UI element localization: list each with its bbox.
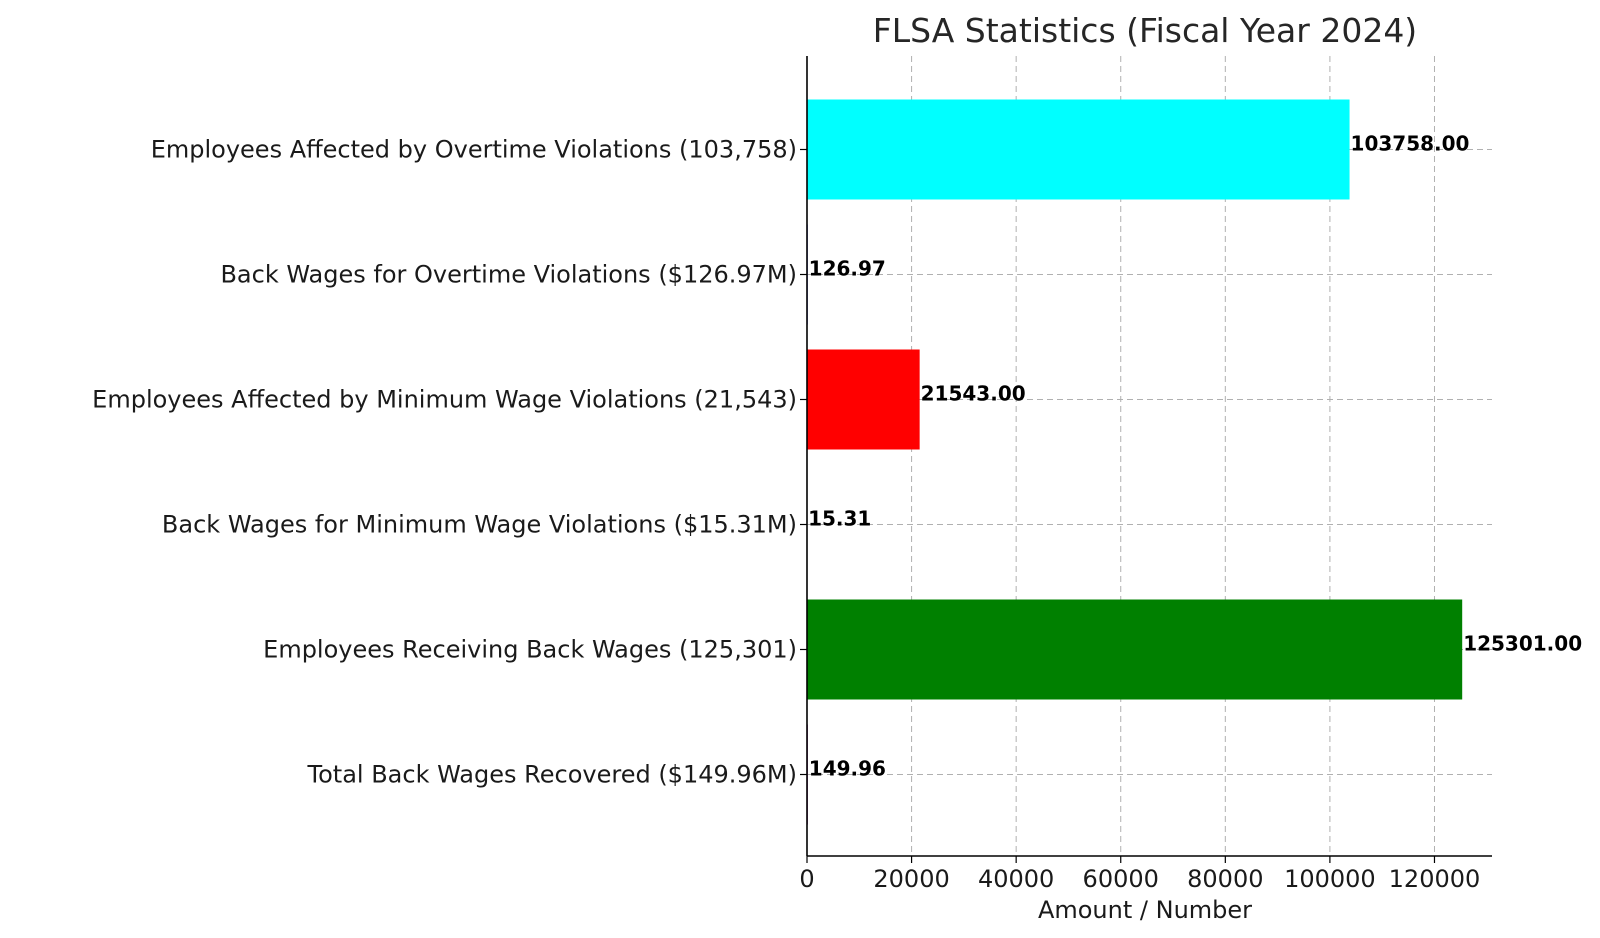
bar: [807, 349, 920, 450]
data-label: 103758.00: [1351, 132, 1470, 156]
x-tick-label: 60000: [1083, 865, 1159, 893]
x-tick-label: 20000: [873, 865, 949, 893]
category-label: Total Back Wages Recovered ($149.96M): [307, 761, 797, 789]
category-label: Back Wages for Minimum Wage Violations (…: [162, 511, 797, 539]
x-tick-label: 0: [799, 865, 814, 893]
labels: 0 20000 40000 60000 80000 100000 120000 Employe…: [92, 132, 1582, 894]
data-label: 149.96: [809, 757, 886, 781]
bar: [807, 599, 1463, 700]
bars: [807, 99, 1463, 825]
bar: [807, 99, 1350, 200]
x-axis-title: Amount / Number: [1038, 896, 1252, 924]
x-tick-label: 100000: [1284, 865, 1376, 893]
x-tick-label: 40000: [978, 865, 1054, 893]
category-label: Employees Affected by Minimum Wage Viola…: [92, 386, 797, 414]
axes: [800, 56, 1492, 863]
category-label: Employees Affected by Overtime Violation…: [151, 136, 797, 164]
data-label: 15.31: [808, 507, 871, 531]
data-label: 125301.00: [1463, 632, 1582, 656]
data-label: 21543.00: [921, 382, 1026, 406]
chart-title: FLSA Statistics (Fiscal Year 2024): [873, 11, 1417, 50]
category-label: Back Wages for Overtime Violations ($126…: [220, 261, 797, 289]
x-tick-label: 80000: [1187, 865, 1263, 893]
data-label: 126.97: [809, 257, 886, 281]
category-label: Employees Receiving Back Wages (125,301): [263, 636, 797, 664]
x-tick-label: 120000: [1389, 865, 1481, 893]
